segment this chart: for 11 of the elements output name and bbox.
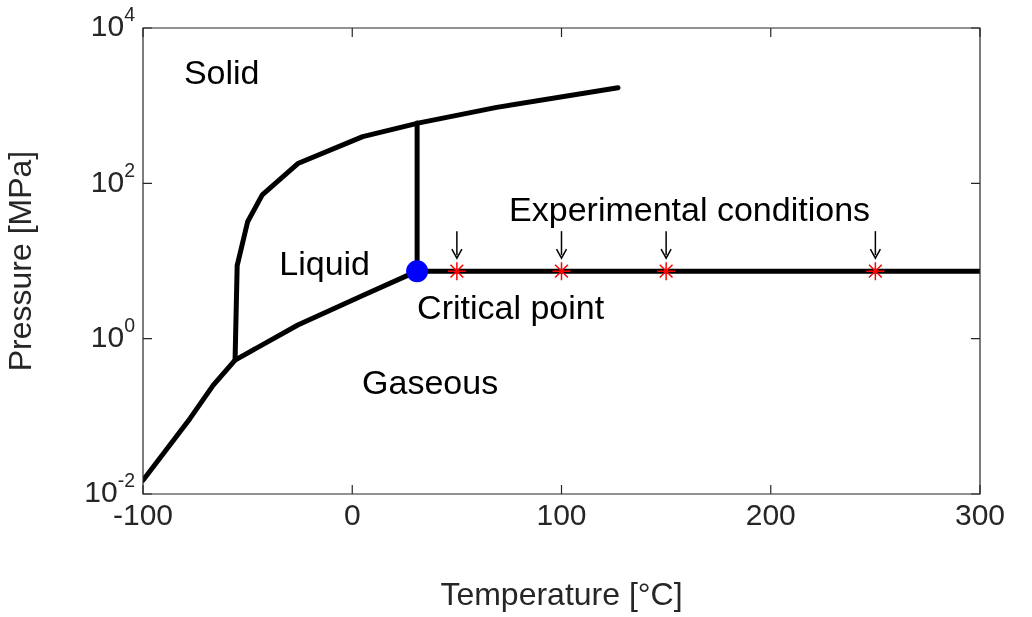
annotation: Experimental conditions — [509, 190, 871, 229]
annotation: Critical point — [417, 287, 605, 326]
x-axis-title: Temperature [°C] — [440, 575, 683, 612]
x-tick-label: 100 — [536, 498, 587, 532]
annotation: Gaseous — [362, 363, 499, 402]
x-tick-label: 0 — [343, 498, 361, 532]
annotation: Liquid — [279, 244, 371, 283]
annotation: Solid — [183, 52, 260, 91]
y-axis-title: Pressure [MPa] — [1, 150, 38, 372]
x-tick-label: 200 — [745, 498, 796, 532]
x-tick-label: 300 — [954, 498, 1006, 532]
